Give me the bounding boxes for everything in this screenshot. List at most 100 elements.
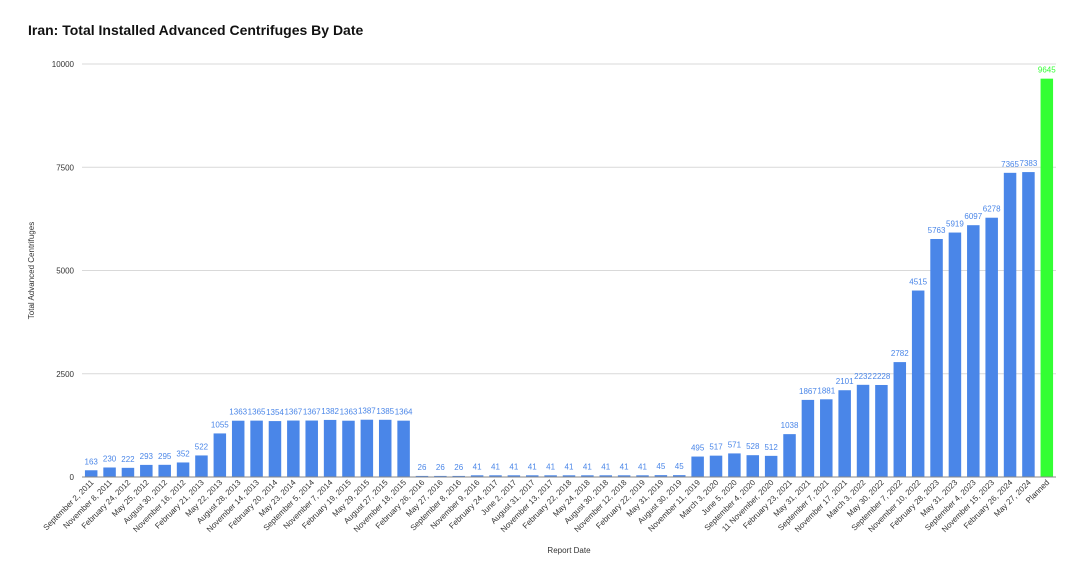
data-label: 1055 (211, 420, 229, 429)
bar (544, 475, 557, 477)
bar (378, 419, 392, 477)
bar (728, 453, 741, 477)
bar (470, 475, 484, 477)
bar (397, 420, 410, 477)
bar (856, 384, 870, 477)
data-label: 41 (528, 462, 537, 471)
data-label: 41 (565, 462, 574, 471)
data-label: 163 (85, 457, 99, 466)
data-label: 6097 (964, 212, 982, 221)
data-label: 6278 (983, 205, 1001, 214)
bar (213, 433, 227, 477)
data-label: 1364 (395, 408, 413, 417)
bar (305, 420, 318, 477)
data-label: 4515 (909, 278, 927, 287)
chart-title: Iran: Total Installed Advanced Centrifug… (28, 22, 364, 38)
data-label: 1881 (817, 386, 835, 395)
data-label: 528 (746, 442, 760, 451)
bar (893, 362, 907, 477)
y-axis-ticks: 0 2500 5000 7500 10000 (52, 60, 75, 482)
data-label: 1363 (229, 408, 247, 417)
bar (599, 475, 613, 477)
data-label: 1367 (284, 408, 302, 417)
bar (360, 419, 374, 477)
data-label: 2232 (854, 372, 872, 381)
bar (84, 470, 98, 477)
y-axis-title: Total Advanced Centrifuges (27, 222, 36, 319)
bar (452, 475, 465, 477)
data-label: 1382 (321, 407, 339, 416)
data-label: 222 (121, 455, 135, 464)
data-label: 1365 (248, 408, 266, 417)
bar (525, 475, 539, 477)
bar (930, 238, 943, 477)
bar (709, 455, 723, 477)
bar (434, 475, 447, 477)
data-label: 2101 (836, 377, 854, 386)
bar (967, 225, 980, 477)
data-label: 1038 (781, 421, 799, 430)
bar (562, 475, 576, 477)
bars (84, 78, 1054, 478)
data-label: 5919 (946, 220, 964, 229)
y-tick-label: 7500 (56, 163, 74, 172)
bar (103, 467, 116, 477)
data-label: 41 (546, 462, 555, 471)
bar (875, 384, 888, 477)
bar (158, 464, 171, 477)
bar (250, 420, 263, 477)
bar (287, 420, 300, 477)
bar (691, 456, 704, 477)
data-label: 26 (454, 463, 463, 472)
bar (654, 475, 668, 477)
bar (1040, 78, 1054, 477)
bar (820, 399, 833, 477)
bar (911, 290, 925, 477)
bar (948, 232, 962, 477)
data-label: 352 (176, 449, 190, 458)
bar (581, 475, 594, 477)
data-label: 230 (103, 455, 117, 464)
data-label: 1867 (799, 387, 817, 396)
bar (1022, 172, 1035, 478)
data-label: 26 (418, 463, 427, 472)
data-label: 45 (656, 462, 665, 471)
bar (121, 467, 135, 477)
data-label: 7383 (1020, 159, 1038, 168)
bar (507, 475, 521, 477)
data-label: 5763 (928, 226, 946, 235)
bar (268, 421, 282, 477)
data-label: 2782 (891, 349, 909, 358)
y-tick-label: 5000 (56, 267, 74, 276)
data-label: 295 (158, 452, 172, 461)
bar (140, 464, 153, 477)
data-label: 41 (601, 462, 610, 471)
data-label: 1367 (303, 408, 321, 417)
bar (489, 475, 502, 477)
data-label: 41 (491, 462, 500, 471)
data-label: 1385 (376, 407, 394, 416)
data-label: 512 (764, 443, 778, 452)
data-label: 26 (436, 463, 445, 472)
gridlines (82, 63, 1056, 375)
y-tick-label: 10000 (52, 60, 75, 69)
data-label: 41 (638, 462, 647, 471)
data-label: 41 (509, 462, 518, 471)
bar (231, 420, 245, 477)
data-label: 41 (473, 462, 482, 471)
data-label: 45 (675, 462, 684, 471)
bar (1003, 172, 1017, 477)
data-label: 9645 (1038, 66, 1056, 75)
bar (764, 455, 778, 477)
bar (985, 217, 998, 477)
bar (195, 455, 208, 477)
data-label: 7365 (1001, 160, 1019, 169)
data-label: 1387 (358, 407, 376, 416)
bar (746, 455, 760, 477)
data-label: 41 (583, 462, 592, 471)
data-label: 522 (195, 442, 209, 451)
bar (783, 434, 796, 477)
y-tick-label: 0 (70, 473, 75, 482)
